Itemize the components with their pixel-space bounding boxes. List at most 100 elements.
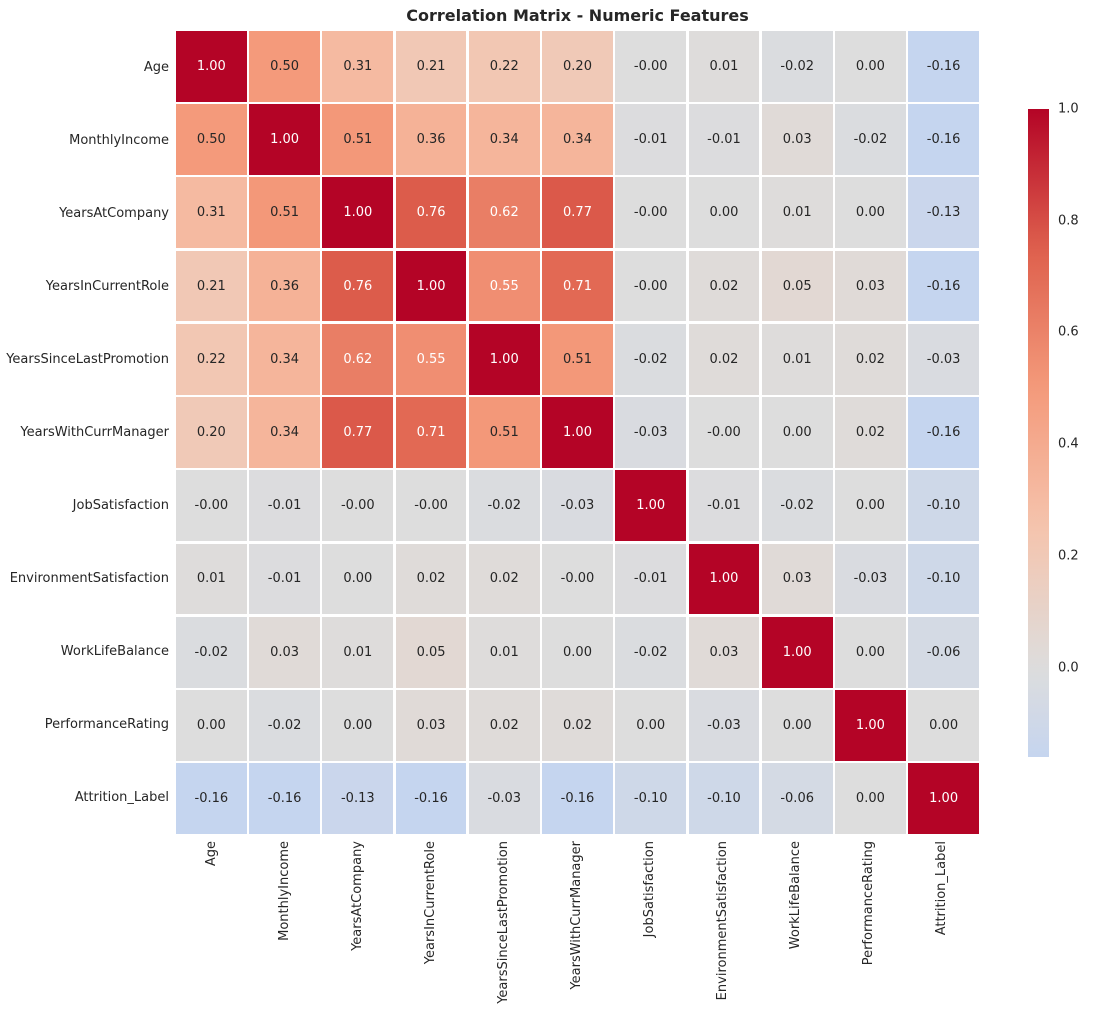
cell-value: 0.36 — [270, 278, 300, 294]
heatmap-cell: -0.13 — [908, 177, 979, 249]
cell-value: -0.16 — [926, 58, 961, 74]
cell-value: 0.21 — [416, 58, 446, 74]
cell-value: 0.51 — [563, 351, 592, 367]
heatmap-cell: -0.03 — [615, 397, 687, 468]
heatmap-cell: -0.01 — [615, 104, 687, 175]
heatmap-cell: 1.00 — [542, 397, 613, 468]
cell-value: 0.00 — [343, 571, 373, 587]
cell-value: 0.77 — [343, 424, 373, 440]
x-tick: PerformanceRating — [833, 841, 906, 1010]
cell-value: 0.62 — [489, 205, 519, 221]
heatmap-cell: 0.03 — [395, 690, 467, 761]
x-tick: YearsAtCompany — [322, 841, 395, 1010]
heatmap-cell: -0.00 — [615, 250, 687, 322]
cell-value: 0.55 — [416, 351, 446, 367]
heatmap-cell: 1.00 — [322, 177, 394, 249]
y-tick-label: Age — [143, 60, 169, 75]
cell-value: 0.71 — [416, 424, 446, 440]
heatmap-cell: 0.01 — [761, 177, 833, 249]
cell-value: -0.03 — [853, 571, 888, 587]
cell-value: -0.00 — [340, 498, 375, 514]
x-tick: Attrition_Label — [906, 841, 979, 1010]
cell-value: 1.00 — [563, 424, 592, 440]
x-tick: YearsWithCurrManager — [541, 841, 614, 1010]
cell-value: -0.10 — [707, 791, 741, 807]
cell-value: 0.03 — [782, 132, 812, 148]
heatmap-cell: -0.02 — [176, 616, 247, 688]
cell-value: -0.03 — [707, 717, 741, 733]
heatmap-cell: 0.71 — [542, 250, 613, 322]
y-tick-label: YearsWithCurrManager — [20, 425, 169, 440]
heatmap-cell: -0.03 — [468, 763, 540, 834]
x-tick-label: Attrition_Label — [934, 841, 950, 936]
cell-value: 0.00 — [636, 717, 666, 733]
cell-value: -0.03 — [487, 791, 522, 807]
heatmap-cell: 0.03 — [761, 104, 833, 175]
cell-value: -0.02 — [633, 644, 668, 660]
heatmap-cell: 0.50 — [176, 104, 247, 175]
heatmap-cell: 0.02 — [468, 690, 540, 761]
y-tick-label: JobSatisfaction — [72, 498, 169, 513]
cell-value: -0.01 — [633, 571, 668, 587]
cell-value: 0.00 — [855, 58, 885, 74]
heatmap-cell: -0.01 — [688, 104, 760, 175]
heatmap-cell: 0.34 — [249, 397, 320, 468]
cell-value: 0.03 — [709, 644, 739, 660]
cell-value: 0.02 — [709, 278, 739, 294]
heatmap-cell: 0.00 — [176, 690, 247, 761]
heatmap-cell: 0.76 — [322, 250, 394, 322]
cell-value: -0.16 — [926, 132, 961, 148]
heatmap-cell: 0.00 — [322, 543, 394, 615]
heatmap-cell: -0.00 — [322, 470, 394, 542]
cell-value: 0.00 — [782, 717, 812, 733]
heatmap-cell: -0.02 — [249, 690, 320, 761]
heatmap-cell: -0.00 — [615, 31, 687, 102]
heatmap-cell: 0.05 — [395, 616, 467, 688]
heatmap-cell: 0.77 — [322, 397, 394, 468]
cell-value: 0.02 — [489, 571, 519, 587]
heatmap-cell: 1.00 — [688, 543, 760, 615]
cell-value: 0.51 — [270, 205, 300, 221]
heatmap-cell: 0.00 — [835, 31, 906, 102]
cell-value: 0.00 — [855, 205, 885, 221]
heatmap-cell: 0.00 — [761, 690, 833, 761]
heatmap-cell: 0.20 — [542, 31, 613, 102]
cell-value: 0.55 — [489, 278, 519, 294]
heatmap-cell: 0.20 — [176, 397, 247, 468]
heatmap-cell: 0.71 — [395, 397, 467, 468]
cell-value: 0.34 — [270, 424, 300, 440]
heatmap-cell: 0.00 — [835, 616, 906, 688]
cell-value: -0.16 — [267, 791, 302, 807]
heatmap-cell: -0.01 — [249, 543, 320, 615]
y-tick-label: WorkLifeBalance — [60, 644, 169, 659]
heatmap-cell: -0.00 — [395, 470, 467, 542]
cell-value: -0.00 — [414, 498, 448, 514]
heatmap-cell: -0.16 — [542, 763, 613, 834]
cell-value: -0.16 — [926, 278, 961, 294]
heatmap-cell: 0.36 — [249, 250, 320, 322]
heatmap-cell: 0.01 — [688, 31, 760, 102]
cell-value: 0.01 — [709, 58, 739, 74]
heatmap-cell: 0.03 — [688, 616, 760, 688]
cell-value: 1.00 — [416, 278, 446, 294]
heatmap-cell: 0.03 — [761, 543, 833, 615]
heatmap-cell: -0.16 — [395, 763, 467, 834]
cell-value: -0.16 — [194, 791, 229, 807]
x-tick-label: PerformanceRating — [861, 841, 877, 966]
heatmap-cell: 0.62 — [322, 323, 394, 395]
cell-value: 0.03 — [855, 278, 885, 294]
cell-value: 1.00 — [636, 498, 666, 514]
cell-value: -0.01 — [707, 498, 741, 514]
x-tick-label: YearsAtCompany — [350, 841, 366, 951]
heatmap-cell: -0.16 — [249, 763, 320, 834]
colorbar — [1028, 109, 1049, 757]
cell-value: 0.03 — [782, 571, 812, 587]
x-tick-label: Age — [204, 841, 220, 867]
cell-value: -0.00 — [194, 498, 229, 514]
cell-value: -0.02 — [487, 498, 522, 514]
cell-value: 0.02 — [709, 351, 739, 367]
heatmap-cell: -0.01 — [688, 470, 760, 542]
chart-title: Correlation Matrix - Numeric Features — [406, 6, 749, 25]
cell-value: 0.00 — [563, 644, 592, 660]
heatmap-cell: 0.01 — [761, 323, 833, 395]
